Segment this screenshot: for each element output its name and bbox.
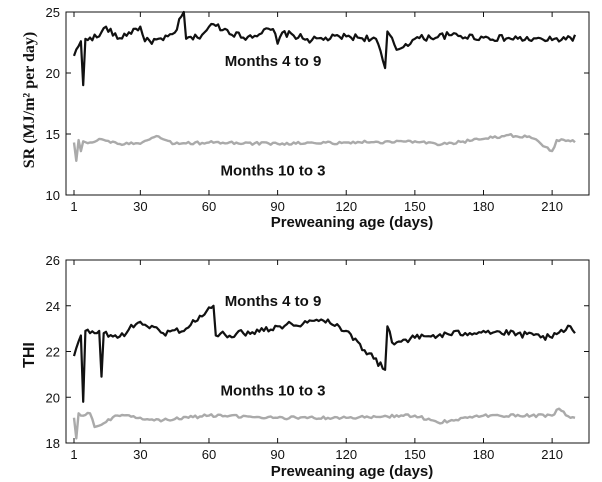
thi-x-tick-label: 120: [335, 447, 357, 462]
thi-x-tick-label: 60: [202, 447, 216, 462]
sr-series: [72, 10, 577, 162]
sr-y-axis-label: SR (MJ/m² per day): [21, 32, 38, 169]
sr-series-line-months-4-to-9: [72, 10, 577, 87]
thi-y-axis-label: THI: [21, 342, 38, 368]
sr-series-line-months-10-to-3: [72, 133, 576, 162]
thi-y-ticks: 18 20 22 24 26: [46, 253, 589, 451]
sr-x-tick-label: 1: [70, 199, 77, 214]
sr-x-tick-label: 90: [270, 199, 284, 214]
sr-x-ticks: 1 30 60 90 120 150 180 210: [70, 12, 563, 214]
sr-x-tick-label: 180: [473, 199, 495, 214]
thi-y-tick-label: 22: [46, 345, 60, 360]
sr-x-tick-label: 30: [133, 199, 147, 214]
thi-x-axis-label: Preweaning age (days): [271, 463, 434, 480]
thi-series-line-months-10-to-3: [72, 407, 576, 440]
sr-x-tick-label: 210: [541, 199, 563, 214]
sr-annotation-lower: Months 10 to 3: [221, 163, 326, 180]
thi-x-tick-label: 90: [270, 447, 284, 462]
sr-annotation-upper: Months 4 to 9: [225, 53, 322, 70]
sr-plot-frame: [65, 11, 590, 196]
sr-panel: 10 15 20 25 1 30 60 90 120 150 180 210 Months 4 to…: [21, 5, 590, 231]
thi-x-tick-label: 210: [541, 447, 563, 462]
thi-y-tick-label: 24: [46, 299, 60, 314]
thi-series-line-months-4-to-9: [72, 304, 576, 403]
sr-x-tick-label: 60: [202, 199, 216, 214]
thi-y-tick-label: 26: [46, 253, 60, 268]
thi-x-tick-label: 30: [133, 447, 147, 462]
thi-series: [72, 304, 576, 440]
thi-x-tick-label: 180: [473, 447, 495, 462]
thi-x-ticks: 1 30 60 90 120 150 180 210: [70, 260, 563, 462]
thi-y-tick-label: 18: [46, 436, 60, 451]
sr-x-tick-label: 150: [404, 199, 426, 214]
sr-x-tick-label: 120: [335, 199, 357, 214]
sr-y-tick-label: 20: [46, 66, 60, 81]
sr-y-tick-label: 25: [46, 5, 60, 20]
sr-y-ticks: 10 15 20 25: [46, 5, 589, 203]
sr-x-axis-label: Preweaning age (days): [271, 214, 434, 231]
sr-y-tick-label: 10: [46, 188, 60, 203]
sr-y-tick-label: 15: [46, 127, 60, 142]
thi-x-tick-label: 150: [404, 447, 426, 462]
thi-panel: 18 20 22 24 26 1 30 60 90 120 150 180 210 Months 4 …: [21, 253, 590, 480]
thi-annotation-lower: Months 10 to 3: [221, 382, 326, 399]
thi-y-tick-label: 20: [46, 390, 60, 405]
thi-x-tick-label: 1: [70, 447, 77, 462]
thi-annotation-upper: Months 4 to 9: [225, 293, 322, 310]
